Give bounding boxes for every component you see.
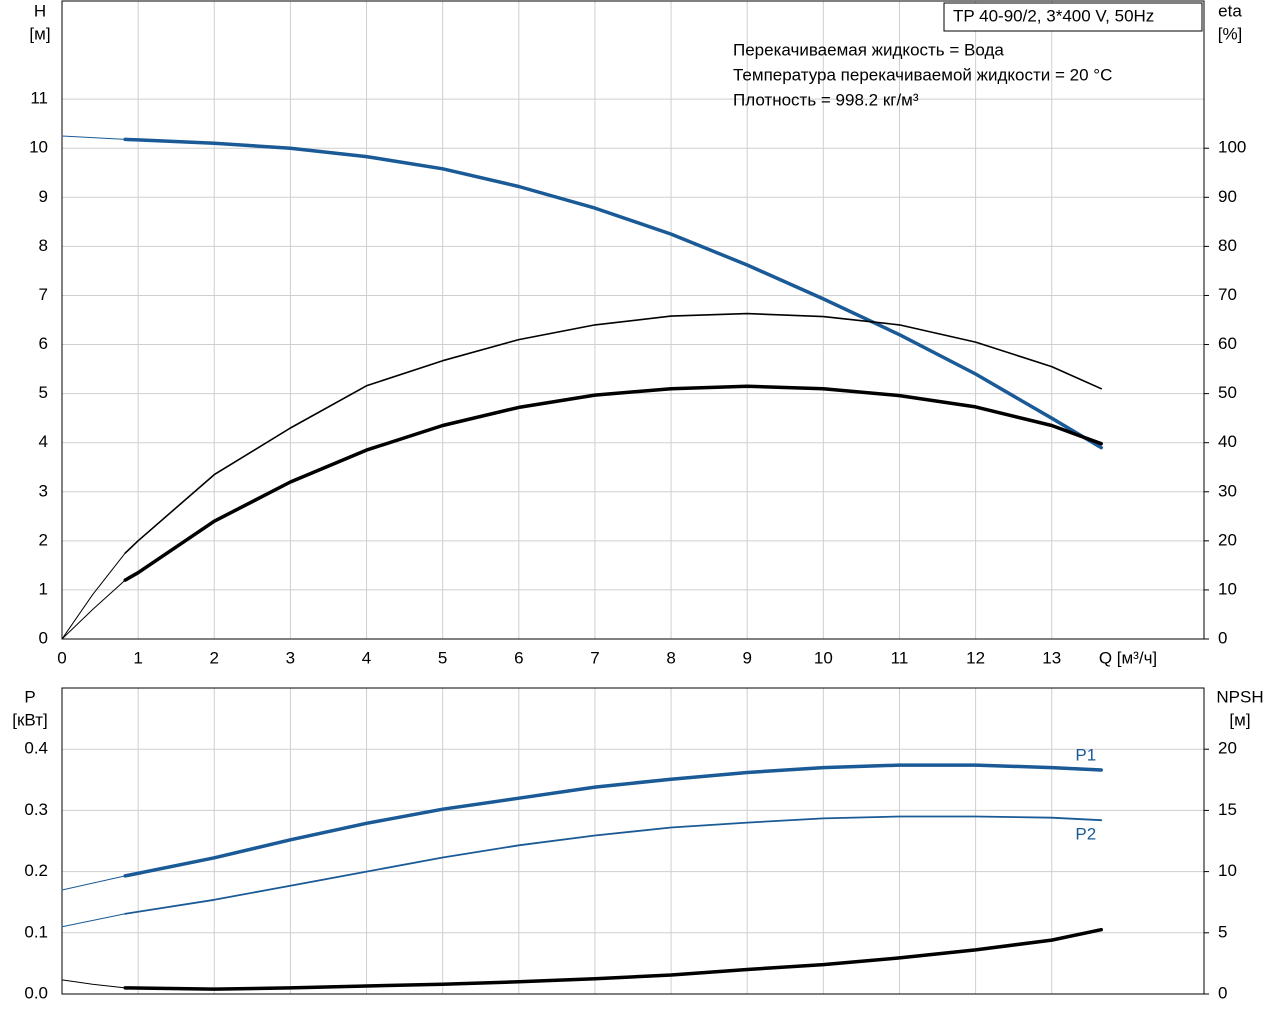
curve: [124, 815, 1103, 915]
y2-tick-label: 30: [1218, 481, 1237, 500]
y-tick-label: 9: [39, 187, 48, 206]
y2-tick-label: 5: [1218, 922, 1227, 941]
y2-tick-label: 10: [1218, 579, 1237, 598]
y2-tick-label: 10: [1218, 861, 1237, 880]
y2-axis-label: NPSH: [1216, 687, 1263, 706]
y2-tick-label: 70: [1218, 285, 1237, 304]
x-tick-label: 9: [742, 648, 751, 667]
y2-tick-label: 20: [1218, 739, 1237, 758]
curve: [123, 137, 1103, 450]
curve: [61, 979, 126, 989]
x-tick-label: 2: [210, 648, 219, 667]
x-tick-label: 4: [362, 648, 371, 667]
y-tick-label: 3: [39, 481, 48, 500]
y-tick-label: 0.4: [24, 739, 48, 758]
model-label: TP 40-90/2, 3*400 V, 50Hz: [953, 6, 1154, 25]
plot-frame: [61, 687, 1205, 995]
y-tick-label: 8: [39, 236, 48, 255]
y2-tick-label: 0: [1218, 983, 1227, 1002]
y2-tick-label: 60: [1218, 334, 1237, 353]
curve: [61, 552, 126, 640]
curve: [61, 913, 126, 928]
y2-tick-label: 100: [1218, 138, 1246, 157]
y-tick-label: 0.3: [24, 800, 48, 819]
model-box: [943, 2, 1203, 32]
y2-axis-unit: [м]: [1229, 710, 1250, 729]
curve: [123, 763, 1103, 878]
x-tick-label: 5: [438, 648, 447, 667]
y2-tick-label: 90: [1218, 187, 1237, 206]
y-tick-label: 11: [30, 89, 48, 108]
x-tick-label: 10: [814, 648, 833, 667]
curve: [61, 875, 126, 891]
y-axis-unit: [м]: [29, 24, 50, 43]
x-tick-label: 8: [666, 648, 675, 667]
series-label: P1: [1075, 745, 1096, 764]
y-axis-label: P: [24, 687, 35, 706]
series-label: P2: [1075, 825, 1096, 844]
curve: [123, 384, 1103, 582]
curve: [61, 135, 126, 140]
x-axis-label: Q [м³/ч]: [1099, 648, 1157, 667]
y-axis-unit: [кВт]: [12, 710, 47, 729]
y2-axis-label: eta: [1218, 1, 1242, 20]
y2-tick-label: 80: [1218, 236, 1237, 255]
y-axis-label: H: [34, 1, 46, 20]
curve: [61, 579, 126, 640]
x-tick-label: 11: [891, 648, 909, 667]
x-tick-label: 12: [966, 648, 985, 667]
x-tick-label: 3: [286, 648, 295, 667]
y2-tick-label: 20: [1218, 530, 1237, 549]
y-tick-label: 0.2: [24, 861, 48, 880]
x-tick-label: 7: [590, 648, 599, 667]
y-tick-label: 6: [39, 334, 48, 353]
y-tick-label: 2: [39, 530, 48, 549]
curve: [123, 927, 1103, 991]
y-tick-label: 0.1: [24, 922, 48, 941]
y-tick-label: 4: [39, 432, 48, 451]
y2-tick-label: 40: [1218, 432, 1237, 451]
y-tick-label: 0.0: [24, 983, 48, 1002]
x-tick-label: 13: [1042, 648, 1061, 667]
y-tick-label: 5: [39, 383, 48, 402]
x-tick-label: 6: [514, 648, 523, 667]
info-line: Температура перекачиваемой жидкости = 20…: [733, 65, 1112, 84]
y-tick-label: 0: [39, 628, 48, 647]
x-tick-label: 0: [57, 648, 66, 667]
plot-frame: [61, 0, 1205, 640]
y2-tick-label: 0: [1218, 628, 1227, 647]
y2-axis-unit: [%]: [1218, 24, 1243, 43]
y2-tick-label: 15: [1218, 800, 1237, 819]
y-tick-label: 10: [29, 138, 48, 157]
curve: [124, 312, 1102, 554]
y2-tick-label: 50: [1218, 383, 1237, 402]
y-tick-label: 1: [39, 579, 48, 598]
info-line: Перекачиваемая жидкость = Вода: [733, 40, 1004, 59]
info-line: Плотность = 998.2 кг/м³: [733, 90, 919, 109]
y-tick-label: 7: [39, 285, 48, 304]
x-tick-label: 1: [133, 648, 142, 667]
